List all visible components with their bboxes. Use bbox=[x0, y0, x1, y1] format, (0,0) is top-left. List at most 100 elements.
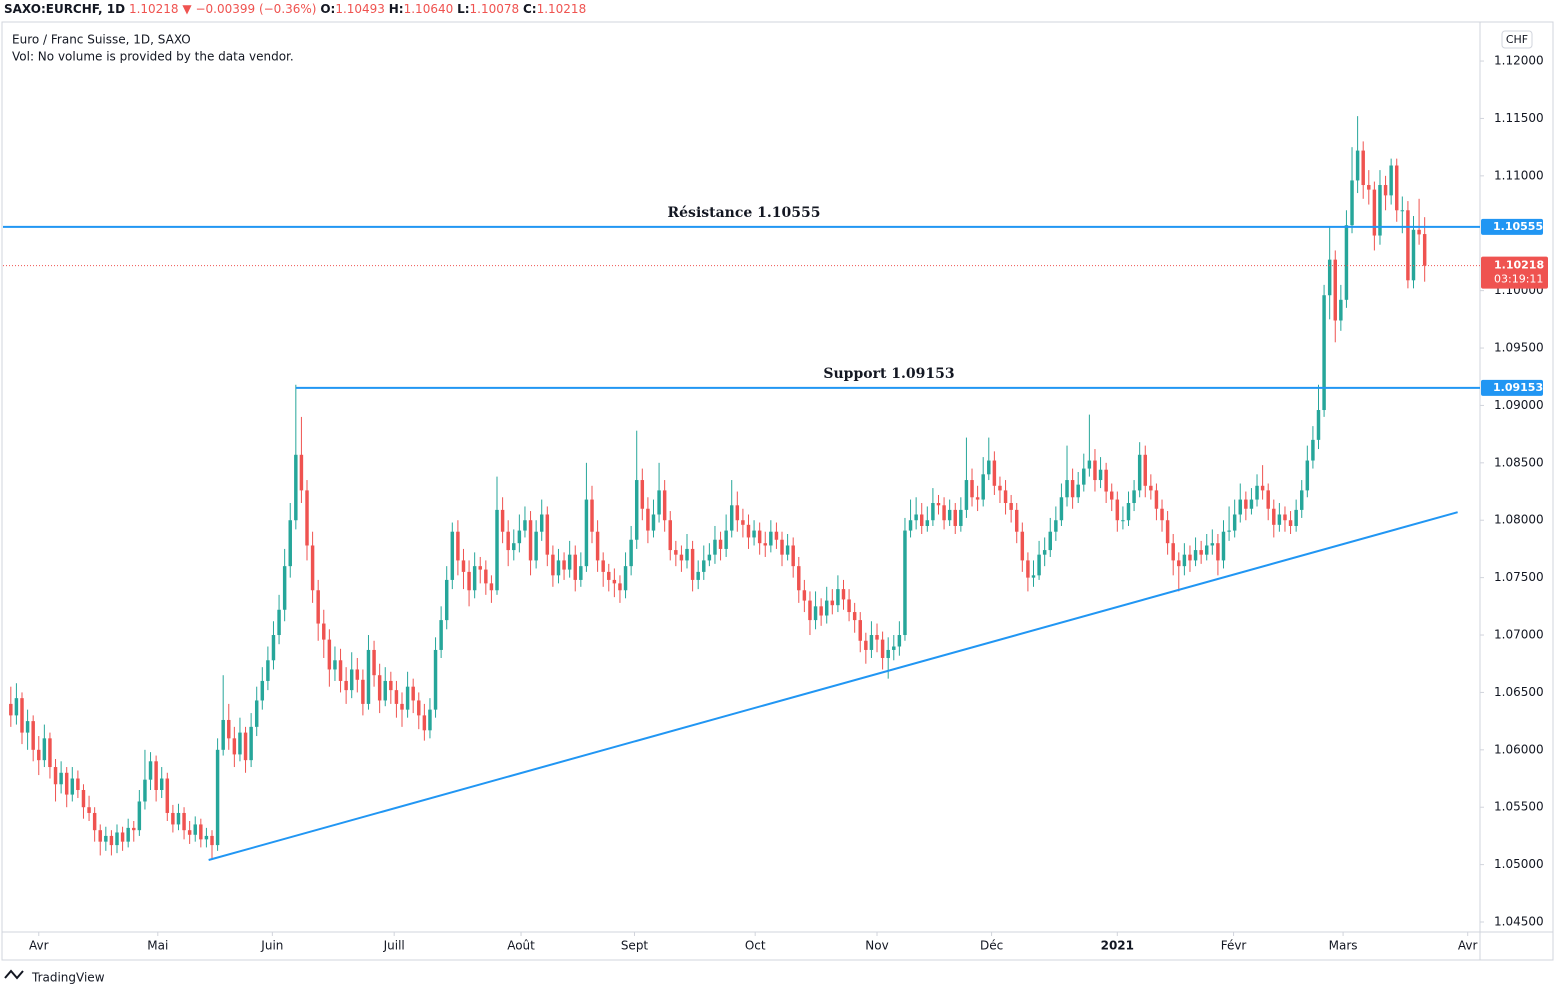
candle-body bbox=[785, 545, 790, 555]
candle-body bbox=[919, 514, 924, 526]
y-tick-label: 1.05500 bbox=[1494, 800, 1544, 814]
candle-body bbox=[1249, 499, 1254, 509]
candle-body bbox=[696, 571, 700, 580]
candle-body bbox=[657, 490, 661, 515]
candle-body bbox=[1210, 543, 1215, 546]
candle-body bbox=[629, 539, 633, 567]
candle-body bbox=[361, 679, 365, 704]
candle-body bbox=[864, 640, 868, 650]
candle-body bbox=[975, 497, 980, 500]
candle-body bbox=[545, 514, 550, 555]
candle-body bbox=[1361, 150, 1365, 186]
candle-body bbox=[1076, 484, 1080, 498]
candle-body bbox=[1411, 229, 1416, 281]
candle-body bbox=[42, 738, 47, 761]
candle-body bbox=[1193, 550, 1198, 561]
x-tick-label: Juill bbox=[383, 939, 405, 953]
candle-body bbox=[132, 827, 136, 831]
candle-body bbox=[187, 830, 192, 835]
candle-body bbox=[1188, 554, 1192, 561]
candle-body bbox=[679, 554, 684, 561]
candle-body bbox=[735, 505, 740, 521]
candle-body bbox=[1026, 560, 1030, 578]
candle-body bbox=[836, 589, 840, 606]
candle-body bbox=[813, 606, 818, 621]
candle-body bbox=[165, 778, 170, 813]
candle-body bbox=[1227, 530, 1231, 532]
level-axis-box bbox=[1481, 218, 1543, 235]
candle-body bbox=[1221, 531, 1226, 561]
y-tick-label: 1.09000 bbox=[1494, 398, 1544, 412]
candle-body bbox=[199, 824, 203, 840]
y-tick-label: 1.09500 bbox=[1494, 341, 1544, 355]
candle-body bbox=[690, 548, 695, 580]
candle-body bbox=[992, 460, 997, 486]
candle-body bbox=[467, 571, 471, 591]
field-label: L: bbox=[457, 2, 470, 16]
currency-box[interactable] bbox=[1501, 30, 1533, 49]
candle-body bbox=[847, 599, 851, 613]
legend-volume: Vol: No volume is provided by the data v… bbox=[12, 50, 294, 64]
candle-body bbox=[802, 590, 807, 601]
candle-body bbox=[1115, 499, 1120, 521]
candle-body bbox=[763, 543, 767, 546]
candle-body bbox=[126, 827, 130, 842]
x-tick-label: Avr bbox=[29, 939, 49, 953]
candle-body bbox=[757, 530, 762, 544]
candle-body bbox=[389, 680, 393, 691]
candle-body bbox=[104, 835, 108, 842]
candle-body bbox=[266, 660, 270, 681]
candle-body bbox=[741, 520, 745, 525]
candle-body bbox=[1121, 520, 1125, 522]
candle-body bbox=[668, 520, 672, 551]
candle-body bbox=[1272, 508, 1276, 525]
candle-body bbox=[20, 698, 24, 733]
x-tick-label: Mars bbox=[1329, 939, 1358, 953]
candle-body bbox=[1020, 531, 1025, 561]
candle-body bbox=[713, 539, 717, 555]
field-label: H: bbox=[388, 2, 404, 16]
candle-body bbox=[1154, 490, 1159, 509]
candle-body bbox=[584, 499, 589, 567]
candle-body bbox=[852, 612, 857, 621]
y-tick-label: 1.05000 bbox=[1494, 857, 1544, 871]
candle-body bbox=[450, 531, 455, 580]
candle-body bbox=[858, 620, 862, 641]
candle-body bbox=[1137, 454, 1142, 491]
level-label: Résistance 1.10555 bbox=[668, 205, 821, 221]
candle-body bbox=[1294, 509, 1298, 526]
candle-body bbox=[444, 579, 449, 621]
candle-body bbox=[115, 832, 119, 846]
candle-body bbox=[154, 761, 158, 790]
candle-body bbox=[646, 508, 650, 531]
candle-body bbox=[947, 509, 952, 521]
candle-body bbox=[623, 566, 628, 591]
candle-body bbox=[31, 721, 35, 750]
candle-body bbox=[769, 531, 773, 546]
candle-body bbox=[1378, 185, 1382, 236]
candle-body bbox=[1165, 520, 1170, 544]
candle-body bbox=[931, 503, 935, 521]
field-value: 1.10640 bbox=[403, 2, 454, 16]
candle-body bbox=[338, 660, 343, 681]
candle-body bbox=[1383, 185, 1388, 196]
countdown: 03:19:11 bbox=[1494, 273, 1543, 286]
candle-body bbox=[556, 560, 561, 576]
y-tick-label: 1.11000 bbox=[1494, 168, 1544, 182]
plot bbox=[3, 116, 1480, 861]
candle-body bbox=[461, 560, 466, 572]
candle-body bbox=[1109, 491, 1114, 500]
candle-body bbox=[612, 579, 617, 584]
candle-body bbox=[897, 635, 902, 647]
candle-body bbox=[143, 779, 147, 802]
candle-body bbox=[506, 531, 510, 551]
candle-body bbox=[1244, 499, 1248, 509]
candle-body bbox=[824, 600, 829, 616]
field-value: 1.10218 bbox=[536, 2, 587, 16]
currency[interactable]: CHF bbox=[1506, 33, 1528, 46]
candle-body bbox=[428, 709, 432, 731]
candle-body bbox=[1082, 468, 1086, 485]
arrow: ▼ bbox=[182, 2, 192, 16]
candle-body bbox=[1132, 490, 1136, 504]
candle-body bbox=[249, 726, 253, 761]
